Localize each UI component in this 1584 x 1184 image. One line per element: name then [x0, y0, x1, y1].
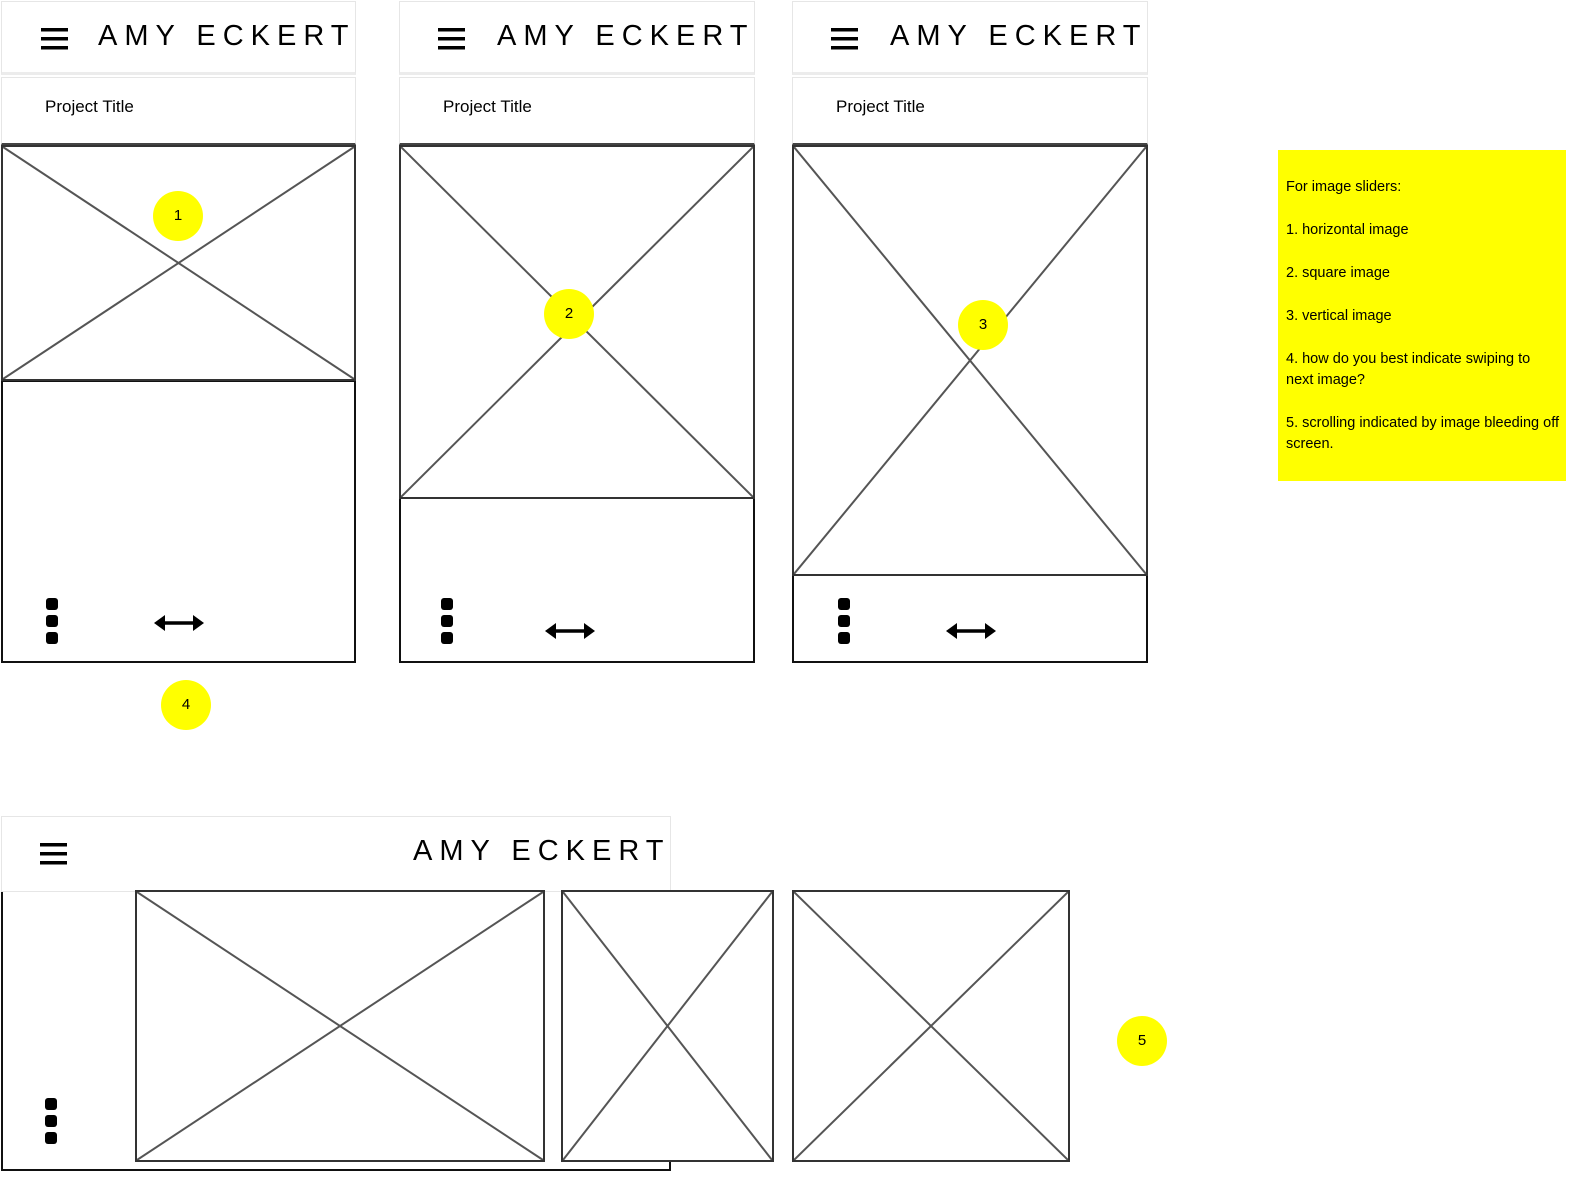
- annotation-marker-2: 2: [544, 289, 594, 339]
- note-item-5: 5. scrolling indicated by image bleeding…: [1286, 415, 1559, 452]
- project-title: Project Title: [45, 97, 134, 116]
- brand-logo[interactable]: AMY ECKERT: [890, 20, 1148, 52]
- mobile-header-1: AMY ECKERT: [1, 1, 356, 75]
- annotation-marker-1: 1: [153, 191, 203, 241]
- project-title: Project Title: [836, 97, 925, 116]
- slider-image-horizontal[interactable]: [135, 890, 545, 1162]
- brand-logo[interactable]: AMY ECKERT: [98, 20, 356, 52]
- brand-logo[interactable]: AMY ECKERT: [413, 835, 671, 867]
- note-item-3: 3. vertical image: [1286, 308, 1392, 324]
- content-panel-1: [1, 380, 356, 663]
- brand-logo[interactable]: AMY ECKERT: [497, 20, 755, 52]
- project-title-bar-2: Project Title: [399, 77, 755, 145]
- project-title: Project Title: [443, 97, 532, 116]
- annotation-marker-3: 3: [958, 300, 1008, 350]
- hamburger-menu-icon[interactable]: [831, 27, 859, 51]
- vertical-dots-icon[interactable]: [45, 597, 59, 647]
- annotation-note: For image sliders: 1. horizontal image 2…: [1278, 150, 1566, 481]
- slider-image-vertical[interactable]: [561, 890, 774, 1162]
- note-item-4: 4. how do you best indicate swiping to n…: [1286, 351, 1531, 388]
- note-item-2: 2. square image: [1286, 265, 1390, 281]
- horizontal-double-arrow-icon[interactable]: [154, 613, 204, 633]
- content-panel-2: [399, 497, 755, 663]
- project-title-bar-1: Project Title: [1, 77, 356, 145]
- vertical-dots-icon[interactable]: [837, 597, 851, 647]
- image-placeholder-icon: [794, 892, 1068, 1160]
- annotation-marker-4: 4: [161, 680, 211, 730]
- horizontal-double-arrow-icon[interactable]: [946, 621, 996, 641]
- horizontal-double-arrow-icon[interactable]: [545, 621, 595, 641]
- image-placeholder-horizontal: [1, 145, 356, 381]
- image-placeholder-icon: [137, 892, 543, 1160]
- mobile-header-3: AMY ECKERT: [792, 1, 1148, 75]
- mobile-header-2: AMY ECKERT: [399, 1, 755, 75]
- image-placeholder-icon: [794, 147, 1146, 574]
- image-placeholder-vertical: [792, 145, 1148, 576]
- hamburger-menu-icon[interactable]: [41, 27, 69, 51]
- note-heading: For image sliders:: [1286, 179, 1402, 195]
- note-item-1: 1. horizontal image: [1286, 222, 1409, 238]
- image-placeholder-icon: [563, 892, 772, 1160]
- hamburger-menu-icon[interactable]: [438, 27, 466, 51]
- annotation-marker-5: 5: [1117, 1016, 1167, 1066]
- vertical-dots-icon[interactable]: [440, 597, 454, 647]
- hamburger-menu-icon[interactable]: [40, 842, 68, 866]
- vertical-dots-icon[interactable]: [44, 1097, 58, 1147]
- project-title-bar-3: Project Title: [792, 77, 1148, 145]
- landscape-header: AMY ECKERT: [1, 816, 671, 892]
- image-placeholder-icon: [3, 147, 354, 379]
- content-panel-3: [792, 573, 1148, 663]
- slider-image-square[interactable]: [792, 890, 1070, 1162]
